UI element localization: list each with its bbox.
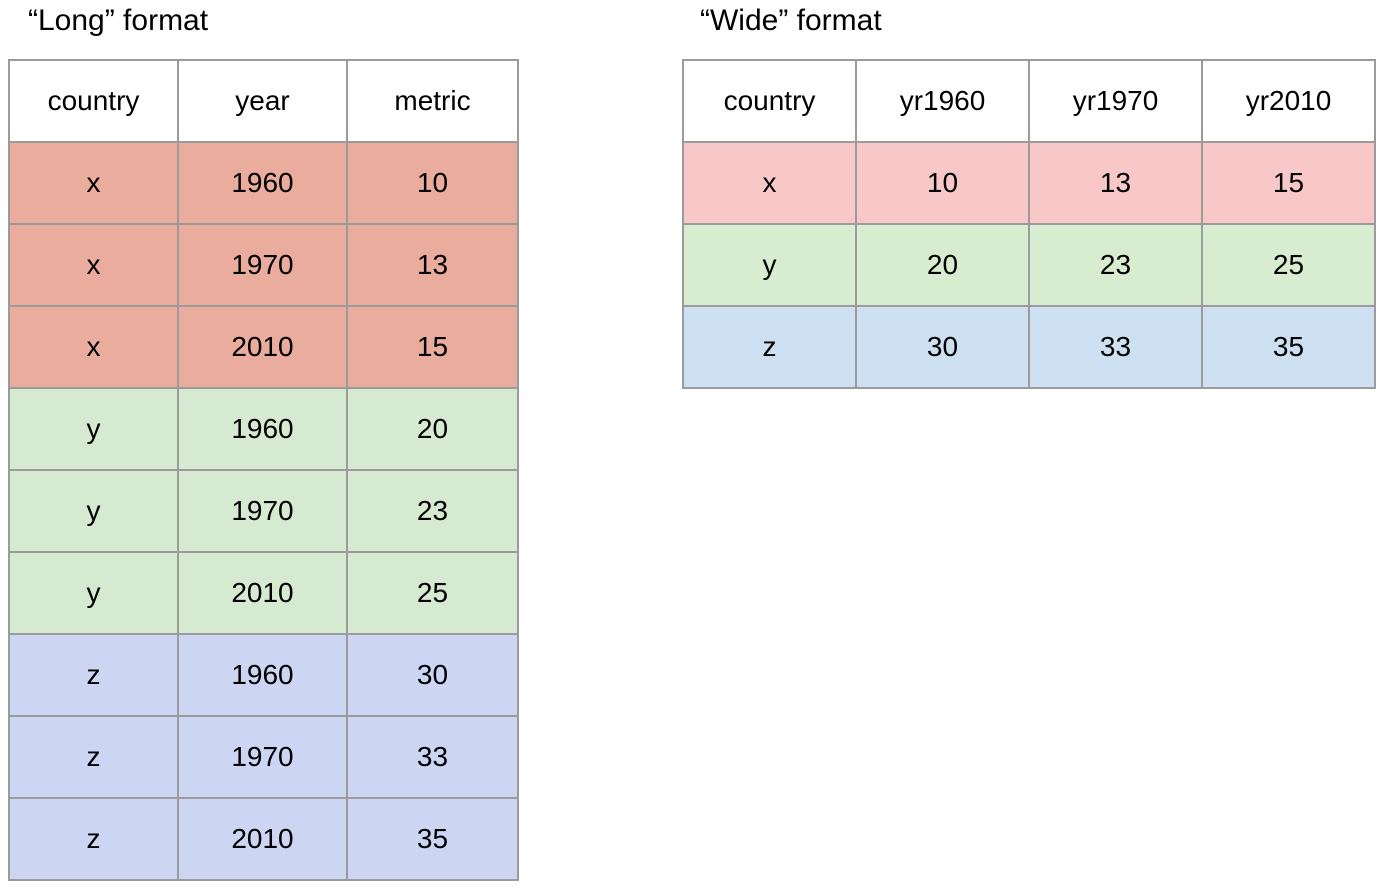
wide-format-table: country yr1960 yr1970 yr2010 x 10 13 15 … (682, 59, 1376, 389)
table-cell: z (682, 305, 857, 389)
table-row: z 1960 30 (8, 633, 519, 717)
table-cell: x (8, 305, 179, 389)
table-cell: 20 (346, 387, 519, 471)
table-cell: 10 (855, 141, 1030, 225)
table-cell: 10 (346, 141, 519, 225)
table-cell: 1970 (177, 715, 348, 799)
table-cell: y (8, 469, 179, 553)
table-cell: 23 (346, 469, 519, 553)
column-header: yr1970 (1028, 59, 1203, 143)
column-header: country (8, 59, 179, 143)
table-cell: 30 (346, 633, 519, 717)
table-cell: z (8, 715, 179, 799)
table-row: y 1970 23 (8, 469, 519, 553)
table-cell: 13 (1028, 141, 1203, 225)
long-table-title: “Long” format (28, 4, 209, 37)
table-cell: 35 (1201, 305, 1376, 389)
table-row: y 1960 20 (8, 387, 519, 471)
table-cell: 2010 (177, 551, 348, 635)
table-cell: 25 (346, 551, 519, 635)
table-cell: 15 (346, 305, 519, 389)
table-cell: 30 (855, 305, 1030, 389)
table-row: z 30 33 35 (682, 305, 1376, 389)
table-cell: x (8, 223, 179, 307)
column-header: year (177, 59, 348, 143)
table-row: x 10 13 15 (682, 141, 1376, 225)
table-row: x 2010 15 (8, 305, 519, 389)
table-cell: z (8, 633, 179, 717)
wide-table-title: “Wide” format (700, 4, 882, 37)
table-row: y 2010 25 (8, 551, 519, 635)
table-cell: y (682, 223, 857, 307)
table-row: z 1970 33 (8, 715, 519, 799)
wide-header-row: country yr1960 yr1970 yr2010 (682, 59, 1376, 143)
table-row: x 1960 10 (8, 141, 519, 225)
table-cell: 33 (1028, 305, 1203, 389)
table-cell: 2010 (177, 305, 348, 389)
table-cell: 1970 (177, 469, 348, 553)
table-cell: 23 (1028, 223, 1203, 307)
long-format-table: country year metric x 1960 10 x 1970 13 … (8, 59, 519, 881)
table-cell: y (8, 387, 179, 471)
table-cell: 33 (346, 715, 519, 799)
table-cell: x (8, 141, 179, 225)
table-cell: 35 (346, 797, 519, 881)
table-cell: 2010 (177, 797, 348, 881)
table-row: x 1970 13 (8, 223, 519, 307)
table-cell: x (682, 141, 857, 225)
table-row: z 2010 35 (8, 797, 519, 881)
table-cell: 1960 (177, 141, 348, 225)
table-row: y 20 23 25 (682, 223, 1376, 307)
table-cell: 1970 (177, 223, 348, 307)
table-cell: 25 (1201, 223, 1376, 307)
column-header: yr1960 (855, 59, 1030, 143)
table-cell: 20 (855, 223, 1030, 307)
table-cell: 15 (1201, 141, 1376, 225)
table-cell: 13 (346, 223, 519, 307)
table-cell: 1960 (177, 387, 348, 471)
table-cell: z (8, 797, 179, 881)
column-header: metric (346, 59, 519, 143)
long-header-row: country year metric (8, 59, 519, 143)
column-header: country (682, 59, 857, 143)
table-cell: 1960 (177, 633, 348, 717)
column-header: yr2010 (1201, 59, 1376, 143)
table-cell: y (8, 551, 179, 635)
